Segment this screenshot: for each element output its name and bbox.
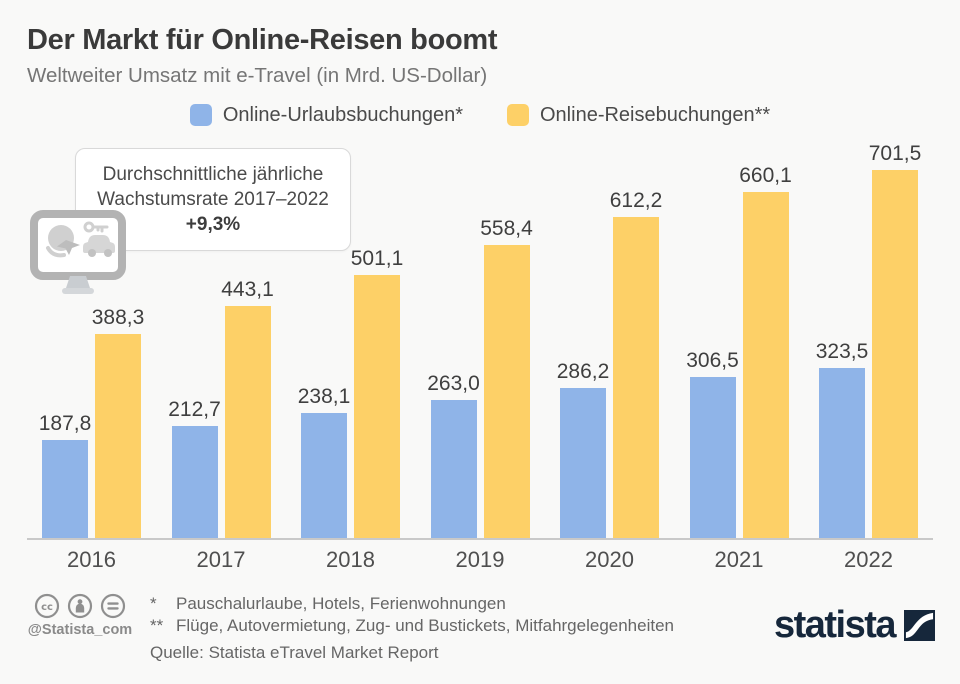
bar-group-2022: 323,5 701,5 (816, 142, 921, 538)
x-axis-labels: 2016 2017 2018 2019 2020 2021 2022 (42, 547, 918, 573)
bar-group-2018: 238,1 501,1 (298, 247, 403, 538)
bar-online-urlaubsbuchungen (560, 387, 606, 538)
legend-label: Online-Urlaubsbuchungen* (222, 103, 463, 126)
bar-column-online-reisebuchungen: 660,1 (739, 164, 792, 538)
bar-value-label: 612,2 (609, 188, 663, 212)
bar-group-2017: 212,7 443,1 (168, 278, 274, 538)
legend-swatch-yellow-icon (507, 104, 529, 126)
statista-logo: statista (774, 606, 935, 644)
bar-column-online-urlaubsbuchungen: 238,1 (298, 385, 350, 538)
bar-column-online-urlaubsbuchungen: 286,2 (557, 360, 609, 538)
bar-column-online-urlaubsbuchungen: 263,0 (427, 372, 480, 538)
header: Der Markt für Online-Reisen boomt Weltwe… (0, 0, 960, 88)
x-axis-label-2017: 2017 (196, 547, 246, 572)
bar-online-reisebuchungen (224, 305, 271, 538)
cc-attribution-icon (67, 593, 93, 619)
bar-column-online-urlaubsbuchungen: 323,5 (816, 340, 868, 538)
bar-column-online-urlaubsbuchungen: 306,5 (686, 349, 739, 538)
bar-value-label: 660,1 (739, 163, 792, 187)
bar-value-label: 701,5 (868, 142, 922, 165)
bar-online-reisebuchungen (483, 245, 530, 538)
footnote-text: Flüge, Autovermietung, Zug- und Busticke… (176, 615, 675, 635)
footer: cc @Statista_com * Pauschalurlaube, Hote… (20, 593, 940, 663)
callout-line-1: Durchschnittliche jährliche (102, 164, 324, 185)
bar-online-urlaubsbuchungen (301, 413, 347, 538)
bar-online-urlaubsbuchungen (689, 377, 736, 538)
footnote-1: * Pauschalurlaube, Hotels, Ferienwohnung… (150, 593, 674, 615)
footnote-marker: * (150, 594, 157, 613)
bar-value-label: 443,1 (221, 277, 274, 301)
bar-online-urlaubsbuchungen (430, 400, 477, 538)
source-line: Quelle: Statista eTravel Market Report (150, 642, 439, 662)
bar-value-label: 388,3 (91, 306, 145, 330)
footnote-text: Pauschalurlaube, Hotels, Ferienwohnungen (176, 594, 506, 613)
statista-handle: @Statista_com (27, 622, 133, 638)
bar-group-2016: 187,8 388,3 (39, 306, 144, 538)
bar-group-2019: 263,0 558,4 (427, 217, 533, 538)
x-axis-line (27, 538, 933, 540)
bar-group-2020: 286,2 612,2 (557, 189, 662, 538)
bar-column-online-urlaubsbuchungen: 187,8 (39, 412, 91, 538)
bar-online-urlaubsbuchungen (819, 368, 865, 538)
bar-online-urlaubsbuchungen (171, 426, 218, 538)
monitor-travel-icon (26, 210, 130, 303)
bar-column-online-reisebuchungen: 701,5 (869, 142, 921, 538)
statista-logo-text: statista (773, 604, 897, 646)
bar-online-urlaubsbuchungen (42, 439, 88, 538)
bar-chart: 187,8 388,3 212,7 443,1 238,1 501,1 263,0 558,4… (39, 129, 921, 538)
legend-item-reisebuchungen: Online-Reisebuchungen** (507, 103, 770, 127)
bar-value-label: 212,7 (168, 398, 221, 422)
bar-column-online-reisebuchungen: 501,1 (351, 247, 403, 538)
cc-license-icon: cc (34, 593, 60, 619)
bar-online-reisebuchungen (613, 216, 659, 538)
bar-group-2021: 306,5 660,1 (686, 164, 792, 538)
bar-column-online-reisebuchungen: 612,2 (610, 189, 662, 538)
chart-legend: Online-Urlaubsbuchungen* Online-Reisebuc… (0, 103, 960, 127)
legend-item-urlaubsbuchungen: Online-Urlaubsbuchungen* (189, 103, 463, 127)
bar-column-online-reisebuchungen: 388,3 (92, 306, 144, 538)
bar-online-reisebuchungen (354, 275, 400, 538)
x-axis-label-2018: 2018 (326, 547, 375, 572)
bar-value-label: 263,0 (427, 372, 480, 395)
bar-value-label: 306,5 (686, 349, 739, 373)
statista-logo-mark (904, 609, 935, 641)
x-axis-label-2020: 2020 (585, 547, 634, 572)
x-axis-label-2019: 2019 (455, 547, 505, 572)
legend-swatch-blue-icon (189, 104, 212, 126)
growth-rate-value: +9,3% (185, 214, 241, 236)
bar-value-label: 558,4 (480, 217, 533, 241)
footnote-2: ** Flüge, Autovermietung, Zug- und Busti… (150, 615, 674, 637)
x-axis-label-2022: 2022 (844, 547, 893, 572)
license-block: cc @Statista_com (20, 593, 140, 638)
bar-online-reisebuchungen (95, 334, 141, 538)
bar-value-label: 286,2 (556, 359, 610, 383)
bar-online-reisebuchungen (742, 191, 789, 538)
page-title: Der Markt für Online-Reisen boomt (27, 24, 498, 56)
x-axis-label-2016: 2016 (67, 547, 116, 572)
bar-value-label: 238,1 (297, 385, 351, 409)
footnote-marker: ** (150, 615, 164, 635)
bar-column-online-urlaubsbuchungen: 212,7 (168, 398, 221, 538)
bar-value-label: 187,8 (38, 411, 92, 435)
legend-label: Online-Reisebuchungen** (540, 103, 771, 126)
footnotes: * Pauschalurlaube, Hotels, Ferienwohnung… (150, 593, 674, 663)
bar-online-reisebuchungen (872, 170, 918, 538)
callout-line-2: Wachstumsrate 2017–2022 (97, 189, 329, 211)
x-axis-label-2021: 2021 (714, 547, 764, 572)
page-subtitle: Weltweiter Umsatz mit e-Travel (in Mrd. … (27, 64, 488, 87)
svg-text:cc: cc (41, 602, 53, 613)
bar-column-online-reisebuchungen: 443,1 (221, 278, 274, 538)
bar-value-label: 323,5 (815, 340, 869, 364)
bar-value-label: 501,1 (350, 247, 404, 271)
cc-equal-icon (100, 593, 126, 619)
bar-column-online-reisebuchungen: 558,4 (480, 217, 533, 538)
